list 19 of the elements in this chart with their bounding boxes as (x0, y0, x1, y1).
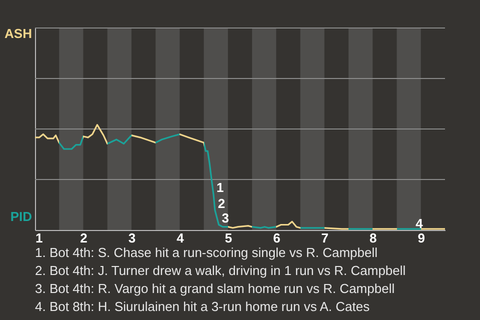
x-tick-label: 7 (321, 230, 329, 246)
text: PID (10, 209, 32, 224)
x-tick-label: 6 (273, 230, 280, 246)
text: 3. Bot 4th: R. Vargo hit a grand slam home run vs R. Campbell (35, 281, 395, 296)
x-tick-label: 9 (418, 230, 425, 246)
text: 2. Bot 4th: J. Turner drew a walk, driving in 1 run vs R. Campbell (35, 263, 406, 278)
text: ASH (4, 26, 32, 41)
x-tick-label: 1 (36, 230, 43, 246)
x-tick-label: 4 (176, 230, 185, 246)
x-tick-label: 8 (370, 230, 377, 246)
text: 4. Bot 8th: H. Siurulainen hit a 3-run home run vs A. Cates (35, 299, 370, 314)
x-tick-label: 5 (224, 230, 232, 246)
annotation: 2 (218, 196, 226, 212)
annotation: 1 (216, 180, 224, 196)
text: 1. Bot 4th: S. Chase hit a run-scoring single vs R. Campbell (35, 245, 378, 260)
x-tick-label: 2 (80, 230, 88, 246)
annotation: 3 (222, 210, 230, 226)
x-tick-label: 3 (128, 230, 136, 246)
annotation: 4 (416, 216, 424, 231)
